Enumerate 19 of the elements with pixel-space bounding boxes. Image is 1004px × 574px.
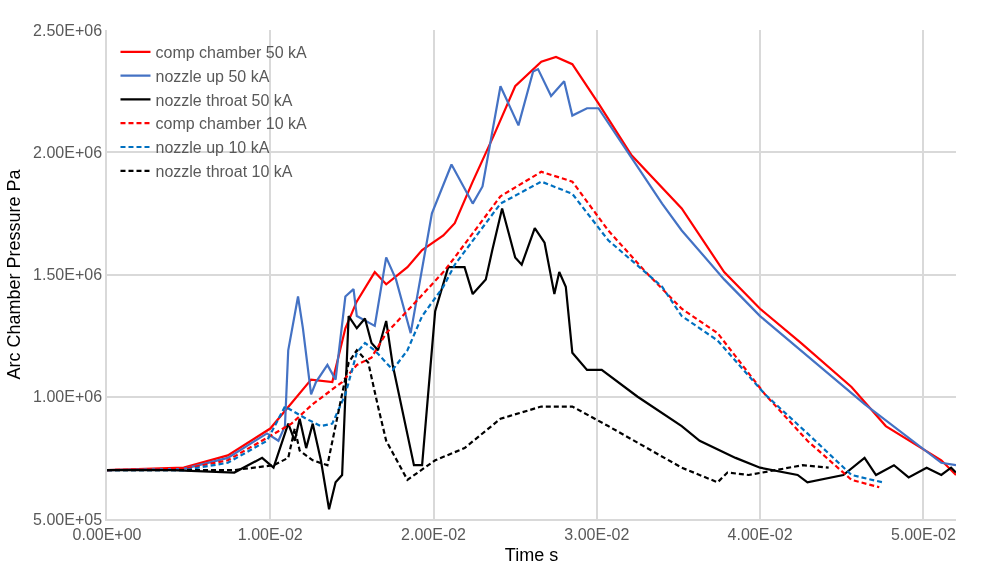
x-tick-label: 4.00E-02: [727, 525, 793, 543]
legend-label: nozzle throat 10 kA: [155, 163, 293, 181]
x-tick-label: 1.00E-02: [237, 525, 303, 543]
legend-label: comp chamber 10 kA: [155, 115, 307, 133]
y-tick-label: 5.00E+05: [33, 510, 103, 528]
x-tick-label: 0.00E+00: [72, 525, 142, 543]
y-tick-label: 1.00E+06: [33, 388, 103, 406]
x-tick-label: 2.00E-02: [401, 525, 467, 543]
x-axis-title: Time s: [504, 544, 559, 565]
y-tick-label: 1.50E+06: [33, 266, 103, 284]
legend-label: nozzle up 10 kA: [155, 139, 270, 157]
y-axis-title: Arc Chamber Pressure Pa: [3, 168, 24, 380]
legend-label: comp chamber 50 kA: [155, 44, 307, 62]
x-tick-label: 3.00E-02: [564, 525, 630, 543]
legend-label: nozzle throat 50 kA: [155, 91, 293, 109]
legend-label: nozzle up 50 kA: [155, 67, 270, 85]
y-tick-label: 2.50E+06: [33, 21, 103, 39]
y-tick-label: 2.00E+06: [33, 143, 103, 161]
x-tick-label: 5.00E-02: [890, 525, 956, 543]
